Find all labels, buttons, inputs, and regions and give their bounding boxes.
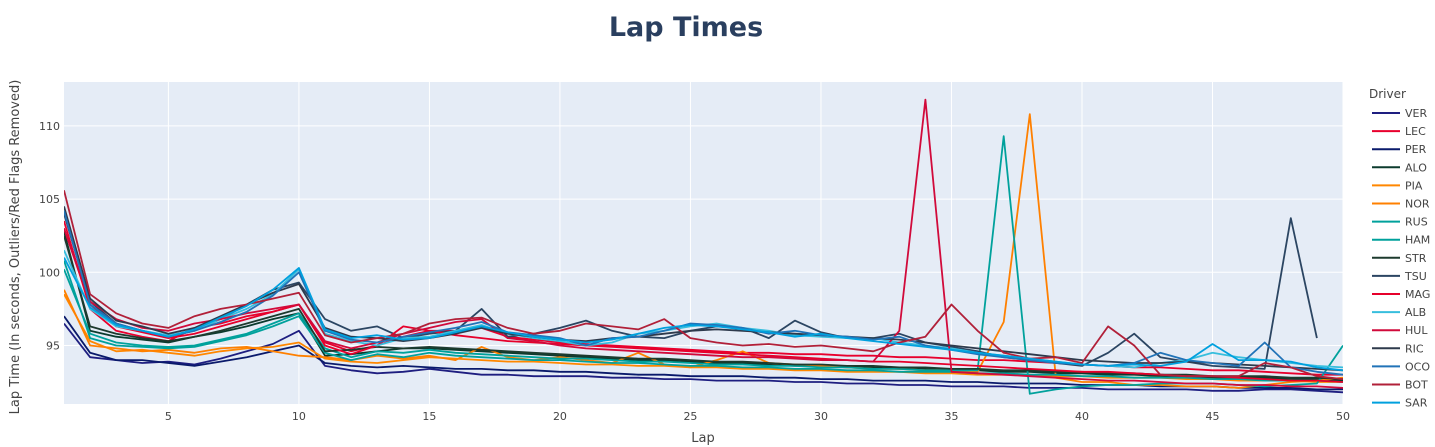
legend-item-alo[interactable]: ALO: [1372, 161, 1427, 174]
x-tick-label: 40: [1075, 410, 1089, 423]
legend-item-bot[interactable]: BOT: [1372, 379, 1428, 392]
legend-item-lec[interactable]: LEC: [1372, 125, 1426, 138]
x-tick-label: 35: [944, 410, 958, 423]
legend-item-alb[interactable]: ALB: [1372, 306, 1426, 319]
legend-item-pia[interactable]: PIA: [1372, 179, 1423, 192]
series-line-ham: [64, 135, 1343, 395]
series-line-rus: [64, 260, 1343, 383]
legend-item-ric[interactable]: RIC: [1372, 342, 1424, 355]
series-line-mag: [64, 228, 1343, 383]
x-tick-label: 45: [1205, 410, 1219, 423]
y-tick-label: 105: [39, 193, 60, 206]
x-tick-label: 10: [292, 410, 306, 423]
legend-item-ver[interactable]: VER: [1372, 107, 1427, 120]
legend-item-sar[interactable]: SAR: [1372, 397, 1428, 410]
chart-title: Lap Times: [609, 12, 763, 43]
legend[interactable]: VER LEC PER ALO PIA NOR RUS HAM STR TSU MAG ALB HUL R…: [1372, 107, 1430, 410]
legend-label: BOT: [1405, 379, 1428, 392]
legend-label: OCO: [1405, 360, 1430, 373]
legend-label: STR: [1405, 252, 1427, 265]
legend-label: TSU: [1404, 270, 1427, 283]
legend-label: NOR: [1405, 198, 1430, 211]
legend-item-str[interactable]: STR: [1372, 252, 1427, 265]
legend-item-mag[interactable]: MAG: [1372, 288, 1430, 301]
legend-title: Driver: [1369, 87, 1406, 101]
x-tick-label: 5: [165, 410, 172, 423]
series-line-hul: [64, 98, 1343, 389]
legend-label: MAG: [1405, 288, 1430, 301]
series-line-bot: [64, 190, 1343, 380]
x-tick-label: 20: [553, 410, 567, 423]
y-tick-label: 110: [39, 120, 60, 133]
legend-label: VER: [1405, 107, 1427, 120]
legend-label: ALB: [1405, 306, 1426, 319]
legend-item-per[interactable]: PER: [1372, 143, 1427, 156]
y-tick-label: 100: [39, 266, 60, 279]
x-tick-label: 15: [422, 410, 436, 423]
legend-label: PER: [1405, 143, 1427, 156]
legend-label: RUS: [1405, 216, 1428, 229]
series-line-sar: [64, 257, 1343, 372]
legend-label: HAM: [1405, 234, 1430, 247]
legend-item-oco[interactable]: OCO: [1372, 360, 1430, 373]
legend-label: LEC: [1405, 125, 1426, 138]
legend-label: PIA: [1405, 179, 1423, 192]
legend-label: HUL: [1405, 324, 1428, 337]
series-line-oco: [64, 210, 1343, 376]
series-line-alo: [64, 231, 1343, 382]
x-tick-label: 50: [1336, 410, 1350, 423]
series-layer: [64, 98, 1343, 395]
y-axis-title: Lap Time (In seconds, Outliers/Red Flags…: [8, 80, 23, 415]
series-line-ver: [64, 322, 1343, 394]
x-tick-label: 25: [683, 410, 697, 423]
legend-item-nor[interactable]: NOR: [1372, 198, 1430, 211]
x-tick-label: 30: [814, 410, 828, 423]
legend-item-ham[interactable]: HAM: [1372, 234, 1430, 247]
axis-ticks: 5 10 15 20 25 30 35 40 45 50 95 100 105 110: [39, 120, 1350, 423]
legend-label: ALO: [1405, 161, 1427, 174]
legend-item-tsu[interactable]: TSU: [1372, 270, 1427, 283]
y-tick-label: 95: [46, 339, 60, 352]
legend-label: SAR: [1405, 397, 1428, 410]
legend-item-hul[interactable]: HUL: [1372, 324, 1428, 337]
legend-label: RIC: [1405, 342, 1424, 355]
x-axis-title: Lap: [691, 431, 714, 446]
legend-item-rus[interactable]: RUS: [1372, 216, 1428, 229]
